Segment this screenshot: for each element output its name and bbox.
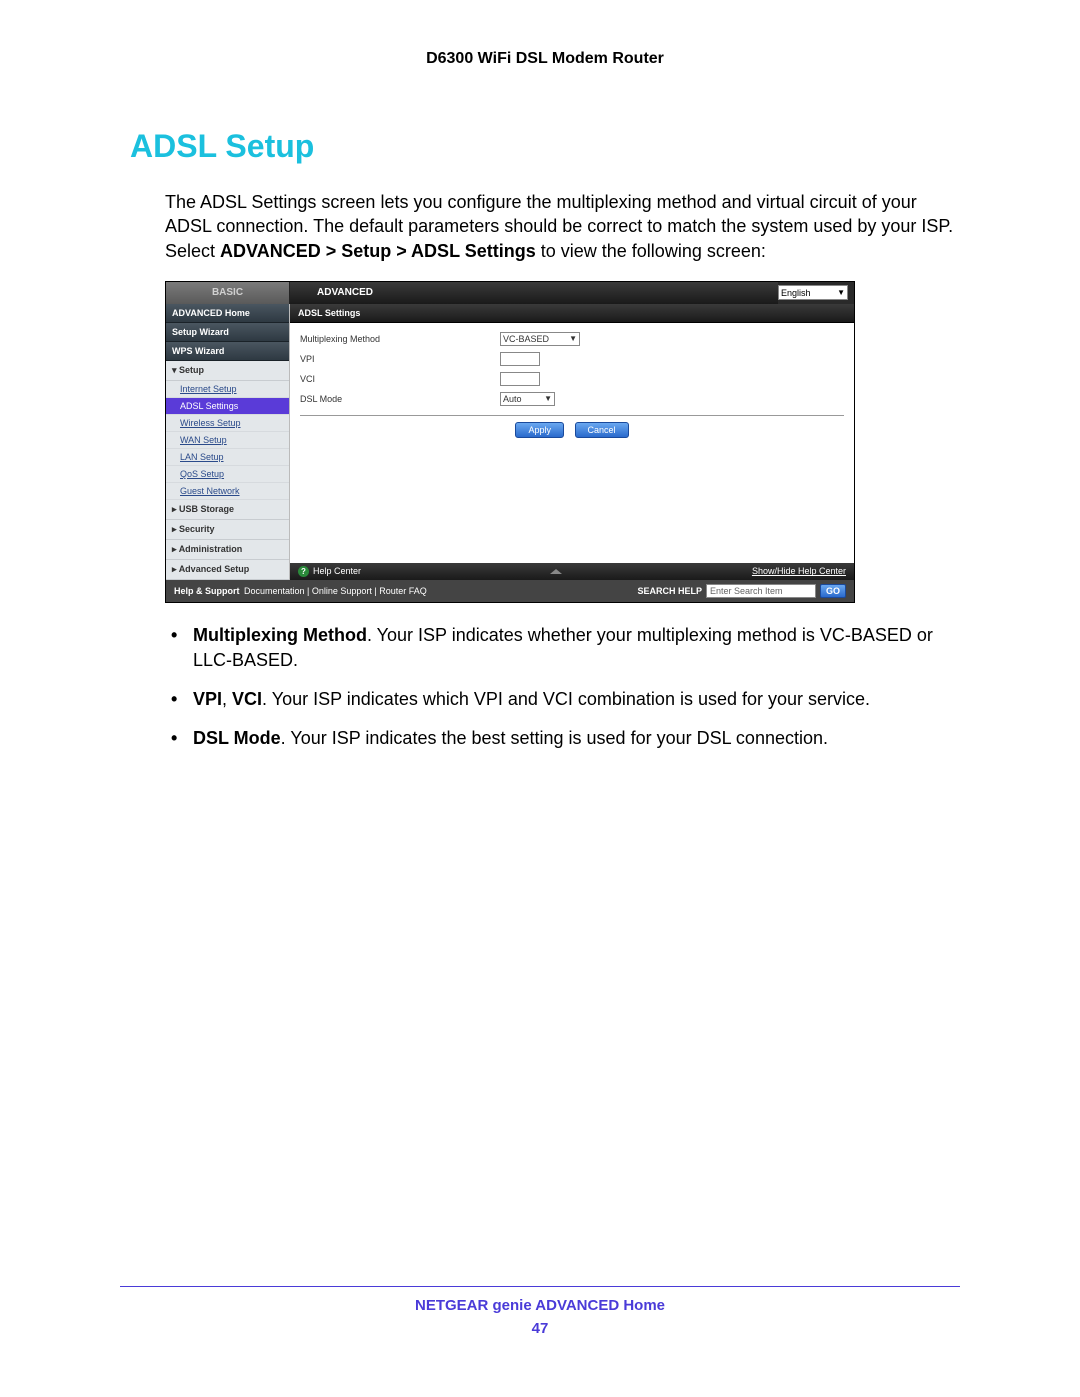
multiplexing-value: VC-BASED xyxy=(503,334,549,344)
sidebar-section-advanced-setup-label: Advanced Setup xyxy=(179,564,250,574)
bullet-list: Multiplexing Method . Your ISP indicates … xyxy=(165,623,960,752)
bullet-dsl-mode-bold: DSL Mode xyxy=(193,728,281,748)
vci-label: VCI xyxy=(300,374,500,384)
sidebar-advanced-home[interactable]: ADVANCED Home xyxy=(166,304,289,323)
sidebar-section-setup-label: Setup xyxy=(179,365,204,375)
chevron-down-icon: ▼ xyxy=(569,334,577,343)
footer-links[interactable]: Documentation | Online Support | Router … xyxy=(244,586,427,596)
sidebar-item-qos-setup[interactable]: QoS Setup xyxy=(166,466,289,483)
sidebar-item-internet-setup[interactable]: Internet Setup xyxy=(166,381,289,398)
chevron-up-icon[interactable] xyxy=(550,569,562,574)
sidebar-section-administration[interactable]: ▸ Administration xyxy=(166,540,289,560)
bullet-multiplexing: Multiplexing Method. Your ISP indicates … xyxy=(165,623,960,673)
bullet-vpi-vci-rest: . Your ISP indicates which VPI and VCI c… xyxy=(262,689,870,709)
sidebar-section-usb-label: USB Storage xyxy=(179,504,234,514)
dsl-mode-select[interactable]: Auto ▼ xyxy=(500,392,555,406)
bullet-dsl-mode-rest: . Your ISP indicates the best setting is… xyxy=(281,728,828,748)
help-bar: ? Help Center Show/Hide Help Center xyxy=(290,563,854,580)
sidebar-item-wireless-setup[interactable]: Wireless Setup xyxy=(166,415,289,432)
bullet-multiplexing-bold: Multiplexing Method xyxy=(193,625,367,645)
multiplexing-label: Multiplexing Method xyxy=(300,334,500,344)
multiplexing-select[interactable]: VC-BASED ▼ xyxy=(500,332,580,346)
dsl-mode-label: DSL Mode xyxy=(300,394,500,404)
vpi-input[interactable] xyxy=(500,352,540,366)
vci-input[interactable] xyxy=(500,372,540,386)
sidebar-item-adsl-settings[interactable]: ADSL Settings xyxy=(166,398,289,415)
sidebar-item-guest-network[interactable]: Guest Network xyxy=(166,483,289,500)
bullet-vpi-bold: VPI xyxy=(193,689,222,709)
sidebar-section-administration-label: Administration xyxy=(179,544,243,554)
search-input[interactable]: Enter Search Item xyxy=(706,584,816,598)
bullet-vci-bold: VCI xyxy=(232,689,262,709)
bullet-vpi-vci: VPI, VCI. Your ISP indicates which VPI a… xyxy=(165,687,960,712)
intro-paragraph: The ADSL Settings screen lets you config… xyxy=(165,190,960,263)
help-center-label[interactable]: Help Center xyxy=(313,566,361,576)
help-support-label: Help & Support xyxy=(174,586,240,596)
sidebar-section-advanced-setup[interactable]: ▸ Advanced Setup xyxy=(166,560,289,580)
language-select[interactable]: English ▼ xyxy=(778,285,848,300)
screenshot-footer: Help & Support Documentation | Online Su… xyxy=(166,580,854,602)
bullet-dsl-mode: DSL Mode. Your ISP indicates the best se… xyxy=(165,726,960,751)
doc-header: D6300 WiFi DSL Modem Router xyxy=(130,50,960,68)
dsl-mode-value: Auto xyxy=(503,394,522,404)
go-button[interactable]: GO xyxy=(820,584,846,598)
search-help-label: SEARCH HELP xyxy=(637,586,702,596)
section-title: ADSL Setup xyxy=(130,128,960,165)
show-hide-help-link[interactable]: Show/Hide Help Center xyxy=(752,566,846,576)
sidebar-item-wan-setup[interactable]: WAN Setup xyxy=(166,432,289,449)
apply-button[interactable]: Apply xyxy=(515,422,564,438)
help-icon: ? xyxy=(298,566,309,577)
page-footer: NETGEAR genie ADVANCED Home 47 xyxy=(120,1286,960,1337)
cancel-button[interactable]: Cancel xyxy=(575,422,629,438)
sidebar-item-lan-setup[interactable]: LAN Setup xyxy=(166,449,289,466)
sidebar-wps-wizard[interactable]: WPS Wizard xyxy=(166,342,289,361)
sidebar-section-usb[interactable]: ▸ USB Storage xyxy=(166,500,289,520)
footer-rule xyxy=(120,1286,960,1287)
tab-basic[interactable]: BASIC xyxy=(166,282,290,304)
router-screenshot: BASIC ADVANCED English ▼ ADVANCED Home S… xyxy=(165,281,855,603)
panel-body: Multiplexing Method VC-BASED ▼ VPI VCI xyxy=(290,323,854,563)
footer-page-number: 47 xyxy=(120,1320,960,1337)
sidebar-section-security[interactable]: ▸ Security xyxy=(166,520,289,540)
intro-bold-path: ADVANCED > Setup > ADSL Settings xyxy=(220,241,536,261)
bullet-vpi-mid: , xyxy=(222,689,232,709)
sidebar-section-setup[interactable]: ▾ Setup xyxy=(166,361,289,381)
sidebar-section-security-label: Security xyxy=(179,524,215,534)
tab-spacer xyxy=(400,282,778,304)
footer-title: NETGEAR genie ADVANCED Home xyxy=(120,1297,960,1314)
vpi-label: VPI xyxy=(300,354,500,364)
sidebar-setup-wizard[interactable]: Setup Wizard xyxy=(166,323,289,342)
divider xyxy=(300,415,844,416)
tab-advanced[interactable]: ADVANCED xyxy=(290,282,400,304)
chevron-down-icon: ▼ xyxy=(837,288,845,297)
language-value: English xyxy=(781,288,811,298)
intro-post: to view the following screen: xyxy=(536,241,766,261)
sidebar: ADVANCED Home Setup Wizard WPS Wizard ▾ … xyxy=(166,304,290,580)
panel-title: ADSL Settings xyxy=(290,304,854,323)
chevron-down-icon: ▼ xyxy=(544,394,552,403)
